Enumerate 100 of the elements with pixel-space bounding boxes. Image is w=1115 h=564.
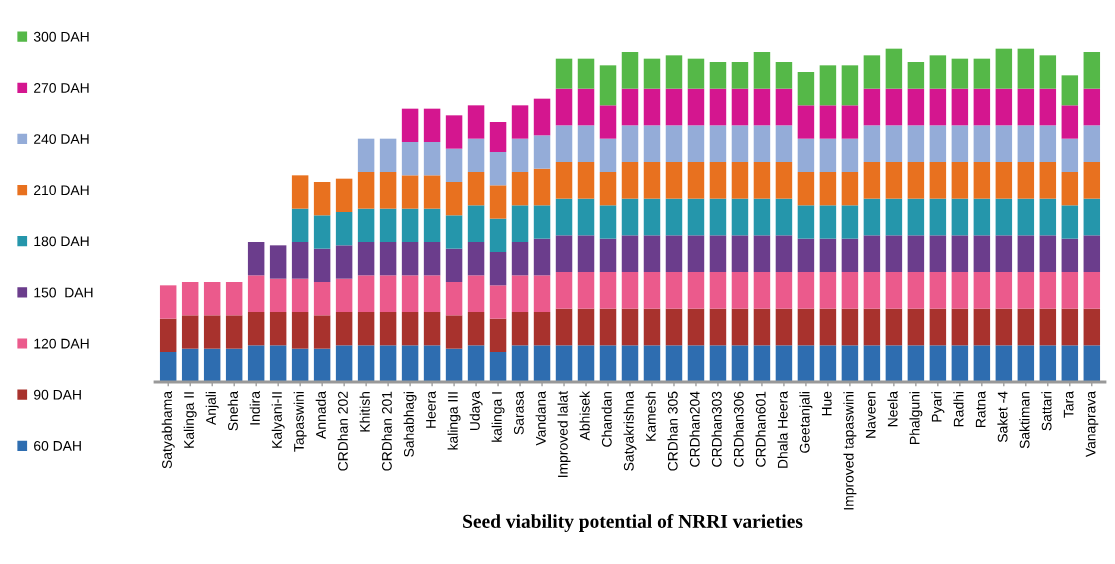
bar xyxy=(687,58,705,89)
bar xyxy=(247,312,265,346)
bar xyxy=(885,198,903,236)
bar xyxy=(357,275,375,312)
bar xyxy=(643,272,661,309)
bar xyxy=(555,58,573,89)
bar xyxy=(599,238,617,272)
bar xyxy=(731,198,749,236)
x-tick-label: Radhi xyxy=(953,391,964,427)
bar xyxy=(951,235,969,272)
bar xyxy=(1083,235,1101,272)
bar xyxy=(775,162,793,199)
bar xyxy=(445,115,463,149)
bar xyxy=(401,275,419,312)
bar xyxy=(1083,198,1101,236)
bar xyxy=(379,138,397,172)
bar xyxy=(841,205,859,239)
bar xyxy=(467,138,485,172)
bar xyxy=(489,252,507,286)
bar xyxy=(291,348,309,382)
bar xyxy=(885,88,903,126)
bar xyxy=(951,58,969,89)
bar xyxy=(533,98,551,136)
bar xyxy=(1039,272,1057,309)
bar xyxy=(335,245,353,279)
bar xyxy=(731,62,749,89)
bar xyxy=(1039,55,1057,89)
bar xyxy=(291,175,309,209)
bar xyxy=(731,308,749,346)
bar xyxy=(401,142,419,176)
bar xyxy=(643,162,661,199)
bar xyxy=(181,348,199,382)
bar xyxy=(841,172,859,206)
bar xyxy=(621,308,639,346)
bar xyxy=(577,345,595,382)
x-tick-label: Sattari xyxy=(1041,391,1052,431)
bar xyxy=(511,205,529,242)
x-tick-label: CRDhan 202 xyxy=(337,391,348,471)
legend-label: 300 DAH xyxy=(33,31,89,42)
legend-label: 180 DAH xyxy=(34,236,89,247)
bar xyxy=(555,308,573,346)
bar xyxy=(665,55,683,89)
bar xyxy=(313,282,331,316)
bar xyxy=(709,345,727,382)
bar xyxy=(1017,48,1035,89)
bar xyxy=(907,125,925,162)
bar xyxy=(335,345,353,382)
bar xyxy=(225,315,243,349)
bar xyxy=(665,235,683,272)
bar xyxy=(357,242,375,276)
bar xyxy=(357,312,375,346)
bar xyxy=(621,88,639,126)
bar xyxy=(467,242,485,276)
bar xyxy=(401,108,419,142)
bar xyxy=(511,105,529,139)
bar xyxy=(973,125,991,162)
bar xyxy=(907,62,925,89)
bar xyxy=(1061,172,1079,206)
bar xyxy=(621,235,639,272)
bar xyxy=(423,108,441,142)
bar xyxy=(1083,272,1101,309)
bar xyxy=(929,55,947,89)
bar xyxy=(599,65,617,106)
bar xyxy=(511,312,529,346)
bar xyxy=(841,138,859,172)
bar xyxy=(445,182,463,216)
x-tick-label: Geetanjali xyxy=(799,391,813,453)
bar xyxy=(929,345,947,382)
x-tick-label: Vanaprava xyxy=(1085,391,1099,458)
legend-label: 240 DAH xyxy=(34,134,89,144)
bar xyxy=(269,278,287,312)
bar xyxy=(995,88,1013,126)
bar xyxy=(1039,235,1057,272)
bar xyxy=(797,345,815,382)
bar xyxy=(731,345,749,382)
bar xyxy=(379,312,397,346)
bar xyxy=(159,318,177,352)
bar xyxy=(533,135,551,169)
bar xyxy=(203,348,221,382)
bar xyxy=(929,125,947,162)
bar xyxy=(1061,308,1079,346)
x-tick-label: Improved tapaswini xyxy=(843,391,857,510)
bar xyxy=(753,308,771,346)
bar xyxy=(599,308,617,346)
bar xyxy=(467,312,485,346)
bar xyxy=(995,198,1013,236)
x-tick-label: Phalguni xyxy=(909,391,923,444)
bar xyxy=(621,198,639,236)
bar xyxy=(775,235,793,272)
bar xyxy=(687,125,705,162)
bar xyxy=(599,345,617,382)
bar xyxy=(555,272,573,309)
x-tick-label: Hue xyxy=(821,391,832,416)
bar xyxy=(841,308,859,346)
x-tick-label: Sneha xyxy=(227,391,238,431)
bar xyxy=(753,345,771,382)
bar xyxy=(269,245,287,279)
bar xyxy=(423,242,441,276)
legend-label: 270 DAH xyxy=(34,82,89,93)
bar xyxy=(907,162,925,199)
